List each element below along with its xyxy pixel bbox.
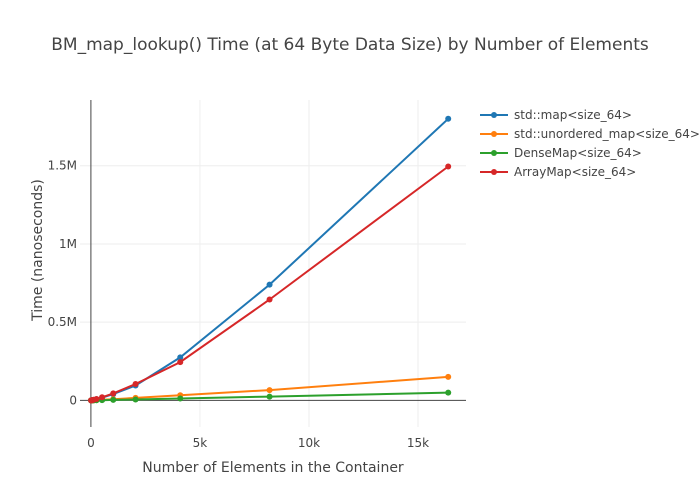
data-point [132,396,139,403]
legend-item[interactable]: ArrayMap<size_64> [480,165,636,179]
data-point [177,359,184,366]
data-point [93,395,100,402]
legend-item[interactable]: std::unordered_map<size_64> [480,127,700,141]
data-point [177,395,184,402]
legend-swatch-marker [491,150,497,156]
series-line [90,118,449,402]
legend-label: std::map<size_64> [514,108,632,122]
legend-item[interactable]: DenseMap<size_64> [480,146,642,160]
legend-swatch-marker [491,169,497,175]
series-0 [88,115,452,404]
legend[interactable]: std::map<size_64>std::unordered_map<size… [480,108,700,179]
data-point [177,354,184,361]
data-point [99,394,106,401]
data-point [266,296,273,303]
axes: 0 0.5M 1M 1.5M 0 5k 10k 15k [48,100,466,450]
y-tick-label: 1M [59,237,77,251]
legend-swatch-marker [491,131,497,137]
legend-label: DenseMap<size_64> [514,146,642,160]
x-tick-label: 0 [87,436,95,450]
data-point [445,163,452,170]
y-tick-label: 1.5M [48,159,77,173]
data-point [266,387,273,394]
legend-swatch-marker [491,112,497,118]
x-tick-label: 5k [193,436,208,450]
data-point [445,389,452,396]
data-point [110,390,117,397]
legend-label: std::unordered_map<size_64> [514,127,700,141]
data-point [266,281,273,288]
y-axis-title: Time (nanoseconds) [30,179,46,322]
data-point [445,115,452,122]
legend-item[interactable]: std::map<size_64> [480,108,632,122]
legend-label: ArrayMap<size_64> [514,165,636,179]
x-tick-label: 10k [298,436,320,450]
series-layer [88,115,452,404]
y-tick-label: 0 [69,393,77,407]
data-point [110,396,117,403]
data-point [266,393,273,400]
x-tick-label: 15k [407,436,429,450]
chart-title: BM_map_lookup() Time (at 64 Byte Data Si… [51,35,649,55]
data-point [445,373,452,380]
series-3 [88,163,452,404]
x-axis-title: Number of Elements in the Container [142,460,404,476]
grid [80,100,466,427]
data-point [132,380,139,387]
y-tick-label: 0.5M [48,315,77,329]
